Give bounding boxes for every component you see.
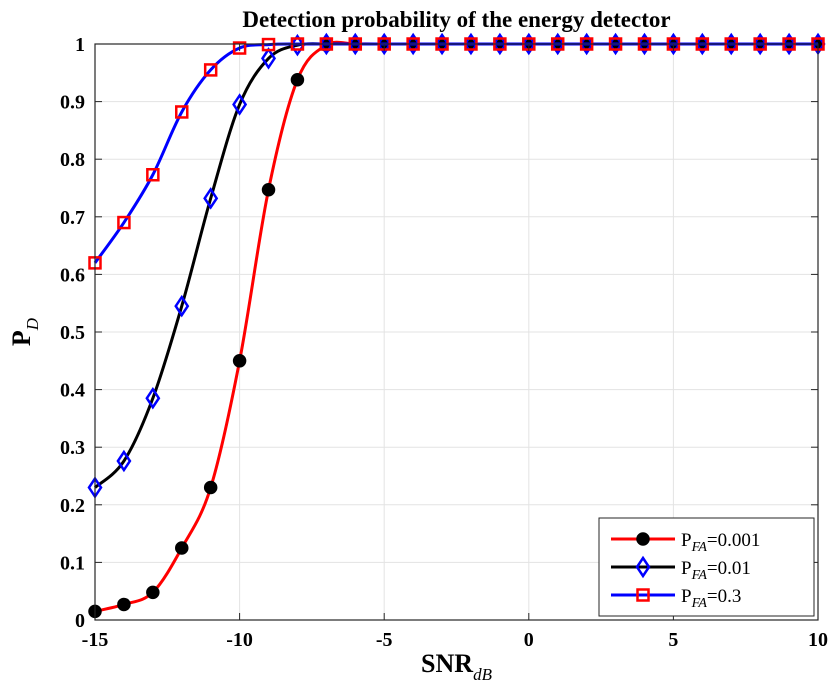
y-tick-label: 0.6 — [60, 264, 85, 286]
series-2-point — [376, 32, 392, 56]
series-1-point — [290, 72, 305, 87]
x-tick-label: -10 — [226, 629, 253, 651]
series-2-point — [145, 386, 161, 410]
series-2-point — [636, 32, 652, 56]
y-axis-label-subscript: D — [23, 317, 42, 331]
x-axis-label-main: SNR — [421, 649, 473, 678]
legend-marker-2 — [635, 555, 651, 579]
series-2-point — [347, 32, 363, 56]
series-2-point — [289, 33, 305, 57]
legend-label-1: PFA=0.001 — [681, 530, 760, 555]
series-3-point — [203, 63, 218, 77]
y-tick-label: 0.2 — [60, 495, 85, 517]
series-2-point — [203, 187, 219, 210]
legend-label-value: =0.3 — [707, 586, 741, 607]
y-axis-label: PD — [7, 317, 42, 346]
x-axis-label-subscript: dB — [473, 665, 493, 684]
y-tick-label: 0.3 — [60, 437, 85, 459]
legend-label-subscript: FA — [691, 596, 708, 611]
x-tick-label: 10 — [808, 629, 828, 651]
series-2-point — [405, 32, 421, 56]
series-2-point — [492, 32, 508, 56]
series-2-point — [608, 32, 624, 56]
legend-label-subscript: FA — [691, 540, 708, 555]
legend-label-value: =0.01 — [707, 558, 751, 579]
x-axis-label: SNRdB — [421, 649, 493, 684]
y-axis-label-main: P — [7, 330, 36, 346]
series-2-point — [232, 93, 248, 116]
series-1-point — [261, 182, 276, 197]
x-tick-label: -5 — [376, 629, 393, 651]
series-2-point — [579, 32, 595, 56]
legend-label-3: PFA=0.3 — [681, 586, 741, 611]
series-2-point — [463, 32, 479, 56]
legend-label-subscript: FA — [691, 568, 708, 583]
series-3-point — [175, 105, 189, 119]
series-3-point — [146, 168, 160, 182]
legend-label-main: P — [681, 558, 692, 579]
series-1-point — [117, 597, 131, 612]
series-2-point — [723, 32, 739, 56]
y-tick-label: 0.1 — [60, 552, 85, 574]
series-2-point — [261, 47, 277, 70]
series-3-point — [232, 41, 247, 55]
axis-ticks: -15 -10 -5 0 5 10 0 0.1 0.2 0.3 0.4 0.5 0.6 0.7 0.8 0.9… — [60, 34, 828, 651]
series-2-point — [318, 32, 334, 56]
y-tick-label: 0.4 — [60, 380, 85, 402]
y-tick-label: 0 — [75, 610, 85, 632]
x-tick-label: -15 — [82, 629, 109, 651]
series-2-point — [694, 32, 710, 56]
legend-label-value: =0.001 — [707, 530, 760, 551]
legend-label-main: P — [681, 530, 692, 551]
series-1-point — [232, 354, 247, 368]
series-1-point — [203, 480, 218, 495]
series-1-point — [175, 541, 189, 555]
series-3-point — [117, 215, 131, 230]
y-tick-label: 0.9 — [60, 92, 85, 114]
chart-title: Detection probability of the energy dete… — [242, 7, 670, 32]
series-2-point — [174, 294, 190, 318]
y-tick-label: 0.5 — [60, 322, 85, 344]
series-2-point — [752, 32, 768, 56]
y-tick-label: 1 — [75, 34, 85, 56]
x-tick-label: 5 — [668, 629, 678, 651]
legend-marker-3 — [636, 588, 650, 602]
series-2-point — [550, 32, 566, 56]
x-tick-label: 0 — [524, 629, 534, 651]
series-2-point — [781, 32, 797, 56]
legend-marker-1 — [636, 532, 650, 546]
y-tick-label: 0.7 — [60, 207, 85, 229]
series-2-point — [434, 32, 450, 56]
series-2-point — [521, 32, 537, 56]
series-1-point — [146, 585, 160, 600]
legend-label-2: PFA=0.01 — [681, 558, 751, 583]
y-tick-label: 0.8 — [60, 149, 85, 171]
series-2-point — [116, 449, 132, 473]
legend-label-main: P — [681, 586, 692, 607]
series-2-point — [665, 32, 681, 56]
